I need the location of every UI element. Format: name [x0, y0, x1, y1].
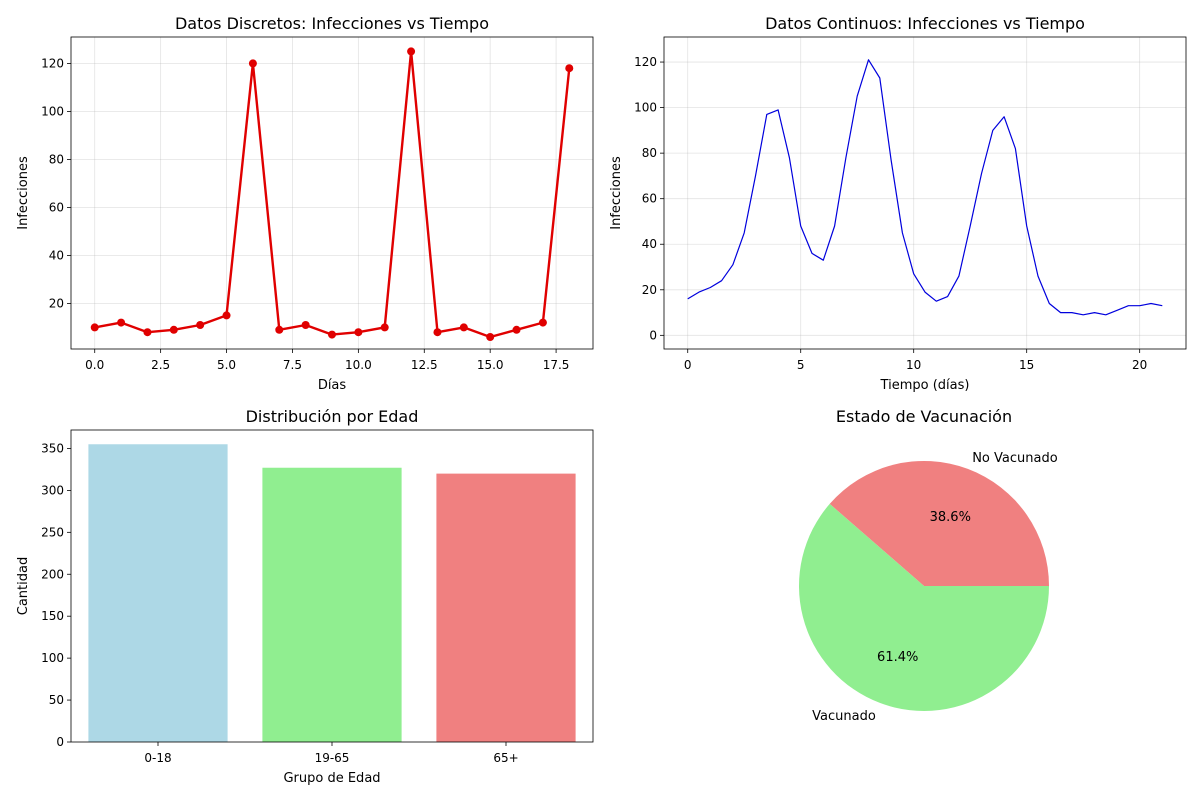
y-tick-label: 250 [41, 525, 64, 539]
pie-category-label: Vacunado [812, 709, 876, 724]
data-point [328, 330, 336, 339]
axes-frame [70, 429, 594, 743]
y-tick-label: 100 [634, 101, 657, 115]
x-tick-label: 19-65 [315, 751, 350, 765]
y-tick-label: 300 [41, 483, 64, 497]
y-axis-label: Infecciones [609, 156, 624, 230]
x-tick-label: 5.0 [217, 358, 236, 372]
data-point [275, 325, 284, 334]
pie-slice-vacunado [799, 503, 1049, 711]
data-point [301, 321, 310, 329]
y-tick-label: 0 [649, 328, 657, 342]
y-tick-label: 50 [49, 693, 64, 707]
pie-percent-label: 61.4% [877, 650, 918, 665]
data-point [196, 321, 205, 329]
pie-category-label: No Vacunado [972, 451, 1058, 466]
bar-65+ [436, 473, 576, 742]
pie-slice-no-vacunado [829, 460, 1049, 586]
data-point [459, 323, 468, 332]
x-tick-label: 10.0 [345, 358, 372, 372]
data-point [380, 323, 389, 332]
data-point [433, 328, 442, 337]
y-tick-label: 150 [41, 609, 64, 623]
y-tick-label: 0 [56, 735, 64, 749]
data-point [354, 328, 363, 337]
x-tick-label: 0 [684, 358, 692, 372]
x-tick-label: 7.5 [283, 358, 302, 372]
x-tick-label: 15.0 [477, 358, 504, 372]
y-tick-label: 80 [642, 146, 657, 160]
chart-4: 38.6% No Vacunado 61.4% Vacunado Estado de V… [799, 407, 1058, 724]
x-tick-label: 20 [1132, 358, 1147, 372]
chart-3: 0-18 19-65 65+ 0 50 100 150 200 250 300 350 Distrib… [16, 407, 594, 786]
chart-title: Datos Discretos: Infecciones vs Tiempo [175, 14, 489, 33]
y-axis-label: Infecciones [16, 156, 31, 230]
x-axis-label: Grupo de Edad [283, 771, 380, 786]
x-tick-label: 0.0 [85, 358, 104, 372]
y-tick-label: 120 [41, 56, 64, 70]
data-point [143, 328, 152, 337]
data-point [90, 323, 99, 332]
x-axis-label: Tiempo (días) [880, 378, 970, 393]
y-tick-label: 200 [41, 567, 64, 581]
data-point [117, 318, 126, 327]
x-tick-label: 12.5 [411, 358, 438, 372]
x-tick-label: 5 [797, 358, 805, 372]
bar-0-18 [88, 444, 228, 742]
data-point [538, 318, 547, 327]
chart-title: Distribución por Edad [246, 407, 419, 426]
x-axis-label: Días [318, 378, 347, 393]
x-tick-label: 17.5 [543, 358, 570, 372]
data-point [512, 325, 521, 334]
y-tick-label: 100 [41, 104, 64, 118]
data-point [565, 64, 574, 73]
axes-frame [663, 36, 1187, 350]
y-tick-label: 60 [642, 192, 657, 206]
y-tick-label: 40 [642, 237, 657, 251]
y-tick-label: 60 [49, 200, 64, 214]
y-tick-label: 350 [41, 441, 64, 455]
axes-frame [70, 36, 594, 350]
y-tick-label: 100 [41, 651, 64, 665]
data-point [222, 311, 231, 320]
y-tick-label: 20 [49, 296, 64, 310]
x-tick-label: 2.5 [151, 358, 170, 372]
chart-title: Datos Continuos: Infecciones vs Tiempo [765, 14, 1085, 33]
y-axis-label: Cantidad [16, 557, 31, 615]
data-point [486, 333, 495, 341]
data-point [169, 325, 178, 334]
pie-percent-label: 38.6% [930, 510, 971, 525]
x-tick-label: 10 [906, 358, 921, 372]
x-tick-label: 65+ [493, 751, 518, 765]
data-point [407, 47, 416, 56]
y-tick-label: 20 [642, 283, 657, 297]
x-tick-label: 15 [1019, 358, 1034, 372]
data-point [248, 59, 257, 68]
y-tick-label: 80 [49, 152, 64, 166]
x-tick-label: 0-18 [144, 751, 171, 765]
bar-19-65 [262, 467, 402, 742]
series-line [94, 50, 571, 339]
series-line [687, 59, 1163, 316]
chart-2: 0 5 10 15 20 0 20 40 60 80 100 120 Datos Continuos: … [609, 14, 1187, 393]
chart-1: 0.0 2.5 5.0 7.5 10.0 12.5 15.0 17.5 20 40 60 80 100 1… [16, 14, 594, 393]
y-tick-label: 40 [49, 248, 64, 262]
y-tick-label: 120 [634, 55, 657, 69]
chart-title: Estado de Vacunación [836, 407, 1012, 426]
